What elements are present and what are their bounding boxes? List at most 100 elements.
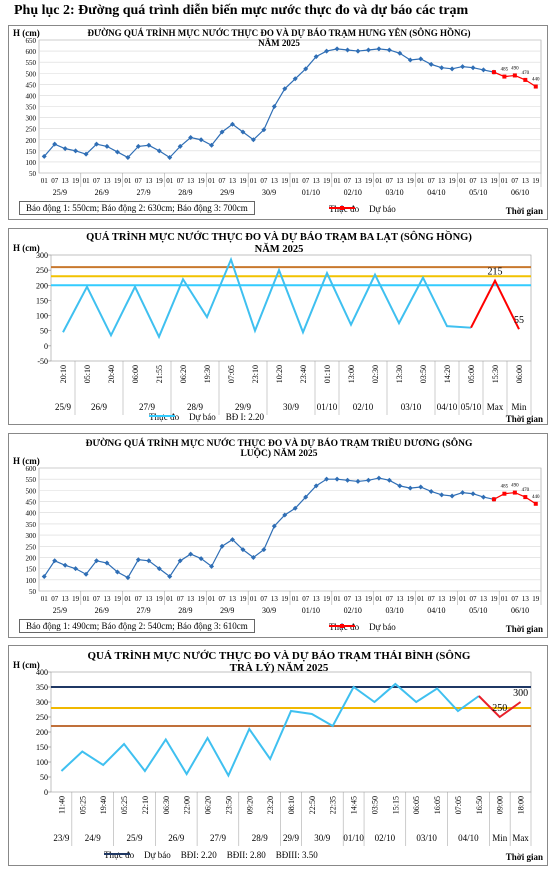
marker (146, 558, 152, 564)
day-label: 26/9 (95, 606, 109, 615)
x-tick-label: 07 (177, 595, 185, 603)
marker (209, 142, 215, 148)
y-tick-label: 150 (26, 148, 37, 156)
y-tick-label: 50 (40, 327, 48, 336)
x-tick-label: 13 (396, 595, 404, 603)
legend-entry: BĐIII: 3.50 (104, 850, 318, 860)
x-tick-label: 01 (83, 177, 91, 185)
day-label: 30/9 (262, 188, 276, 197)
marker (282, 86, 288, 92)
day-label: 26/9 (95, 188, 109, 197)
x-tick-label: 19 (72, 595, 80, 603)
x-tick-label: 07 (135, 177, 143, 185)
x-tick-label: 22:50 (308, 796, 317, 814)
marker (480, 67, 486, 73)
legend-swatch (329, 206, 355, 210)
marker (41, 573, 47, 579)
y-tick-label: 550 (26, 476, 37, 484)
marker (156, 566, 162, 572)
x-tick-label: 21:55 (155, 365, 164, 383)
x-tick-label: 16:05 (433, 796, 442, 814)
x-tick-label: 07 (344, 177, 352, 185)
x-tick-label: 14:20 (443, 365, 452, 383)
day-label: 27/9 (210, 833, 227, 843)
x-tick-label: 01 (501, 595, 509, 603)
legend-text: Dự báo (144, 850, 171, 860)
x-tick-label: 19 (407, 595, 415, 603)
y-tick-label: 50 (29, 170, 37, 178)
x-tick-label: 13 (62, 595, 69, 603)
marker (449, 493, 455, 499)
y-tick-label: 150 (36, 296, 48, 305)
day-label: 27/9 (139, 402, 156, 412)
x-tick-label: 01:10 (323, 365, 332, 383)
x-tick-label: 22:35 (329, 796, 338, 814)
day-label: 29/9 (283, 833, 300, 843)
marker (73, 148, 79, 154)
marker (313, 54, 319, 60)
day-label: 01/10 (302, 606, 320, 615)
x-tick-label: 06:00 (515, 365, 524, 383)
y-tick-label: 400 (36, 668, 48, 677)
x-tick-label: 07 (302, 595, 310, 603)
y-tick-label: 100 (26, 159, 37, 167)
x-tick-label: 01 (375, 595, 383, 603)
x-tick-label: 11:40 (57, 796, 66, 814)
marker (460, 64, 466, 70)
marker (355, 478, 361, 484)
x-tick-label: 01 (166, 177, 174, 185)
series-line (478, 695, 522, 719)
day-label: 04/10 (437, 402, 458, 412)
chart-panel: 50 100 150 200 250 300 350 400 450 500 550 600 01 07 1… (8, 433, 548, 638)
x-tick-label: 13 (145, 595, 153, 603)
day-label: 23/9 (53, 833, 70, 843)
chart: -50 0 50 100 150 200 250 300 20:10 05:10 20:40 06:0… (36, 251, 532, 415)
marker (324, 476, 330, 482)
x-tick-label: 20:10 (59, 365, 68, 383)
y-tick-label: 150 (36, 743, 48, 752)
x-tick-label: 19 (449, 177, 457, 185)
alert-note: Báo động 1: 550cm; Báo động 2: 630cm; Bá… (19, 201, 255, 215)
day-label: Min (511, 402, 527, 412)
y-tick-label: 150 (26, 566, 37, 574)
x-tick-label: 19 (532, 177, 540, 185)
marker (502, 491, 507, 496)
y-tick-label: 100 (26, 577, 37, 585)
legend-text: BĐ I: 2.20 (225, 412, 264, 422)
marker (502, 74, 507, 79)
chart: 0 50 100 150 200 250 300 350 400 11:40 05:25 19:40 0… (36, 668, 532, 846)
day-label: 01/10 (317, 402, 338, 412)
day-label: 29/9 (235, 402, 252, 412)
marker (271, 104, 277, 109)
marker (62, 562, 68, 568)
x-tick-label: 13 (313, 595, 321, 603)
x-tick-label: 14:45 (350, 796, 359, 814)
x-tick-label: 19 (449, 595, 457, 603)
marker (334, 46, 340, 52)
series-line (62, 256, 472, 340)
legend: Thực đoDự báo (329, 622, 396, 632)
x-tick-label: 19 (532, 595, 540, 603)
y-tick-label: 400 (26, 92, 37, 100)
x-tick-label: 22:00 (183, 796, 192, 814)
x-tick-label: 13 (229, 177, 237, 185)
x-tick-label: 01 (250, 177, 257, 185)
legend-entry: Dự báo (329, 204, 396, 214)
legend-text: BĐII: 2.80 (226, 850, 266, 860)
chart: 50 100 150 200 250 300 350 400 450 500 550 600 650 01… (26, 37, 542, 197)
x-tick-label: 01 (375, 177, 383, 185)
marker (240, 547, 246, 553)
x-tick-label: 07 (386, 177, 394, 185)
plot-area (38, 467, 542, 592)
legend-entry: BĐI: 2.20 (104, 850, 217, 860)
marker (250, 554, 256, 560)
chart-title: QUÁ TRÌNH MỰC NƯỚC THỰC ĐO VÀ DỰ BÁO TRẠ… (87, 650, 471, 675)
y-tick-label: 350 (26, 104, 37, 112)
series-line (60, 682, 480, 778)
y-tick-label: 250 (26, 126, 37, 134)
x-tick-label: 19 (323, 595, 331, 603)
x-tick-label: 15:30 (491, 365, 500, 383)
x-tick-label: 13 (522, 595, 530, 603)
x-tick-label: 01 (334, 177, 342, 185)
marker (292, 505, 298, 511)
